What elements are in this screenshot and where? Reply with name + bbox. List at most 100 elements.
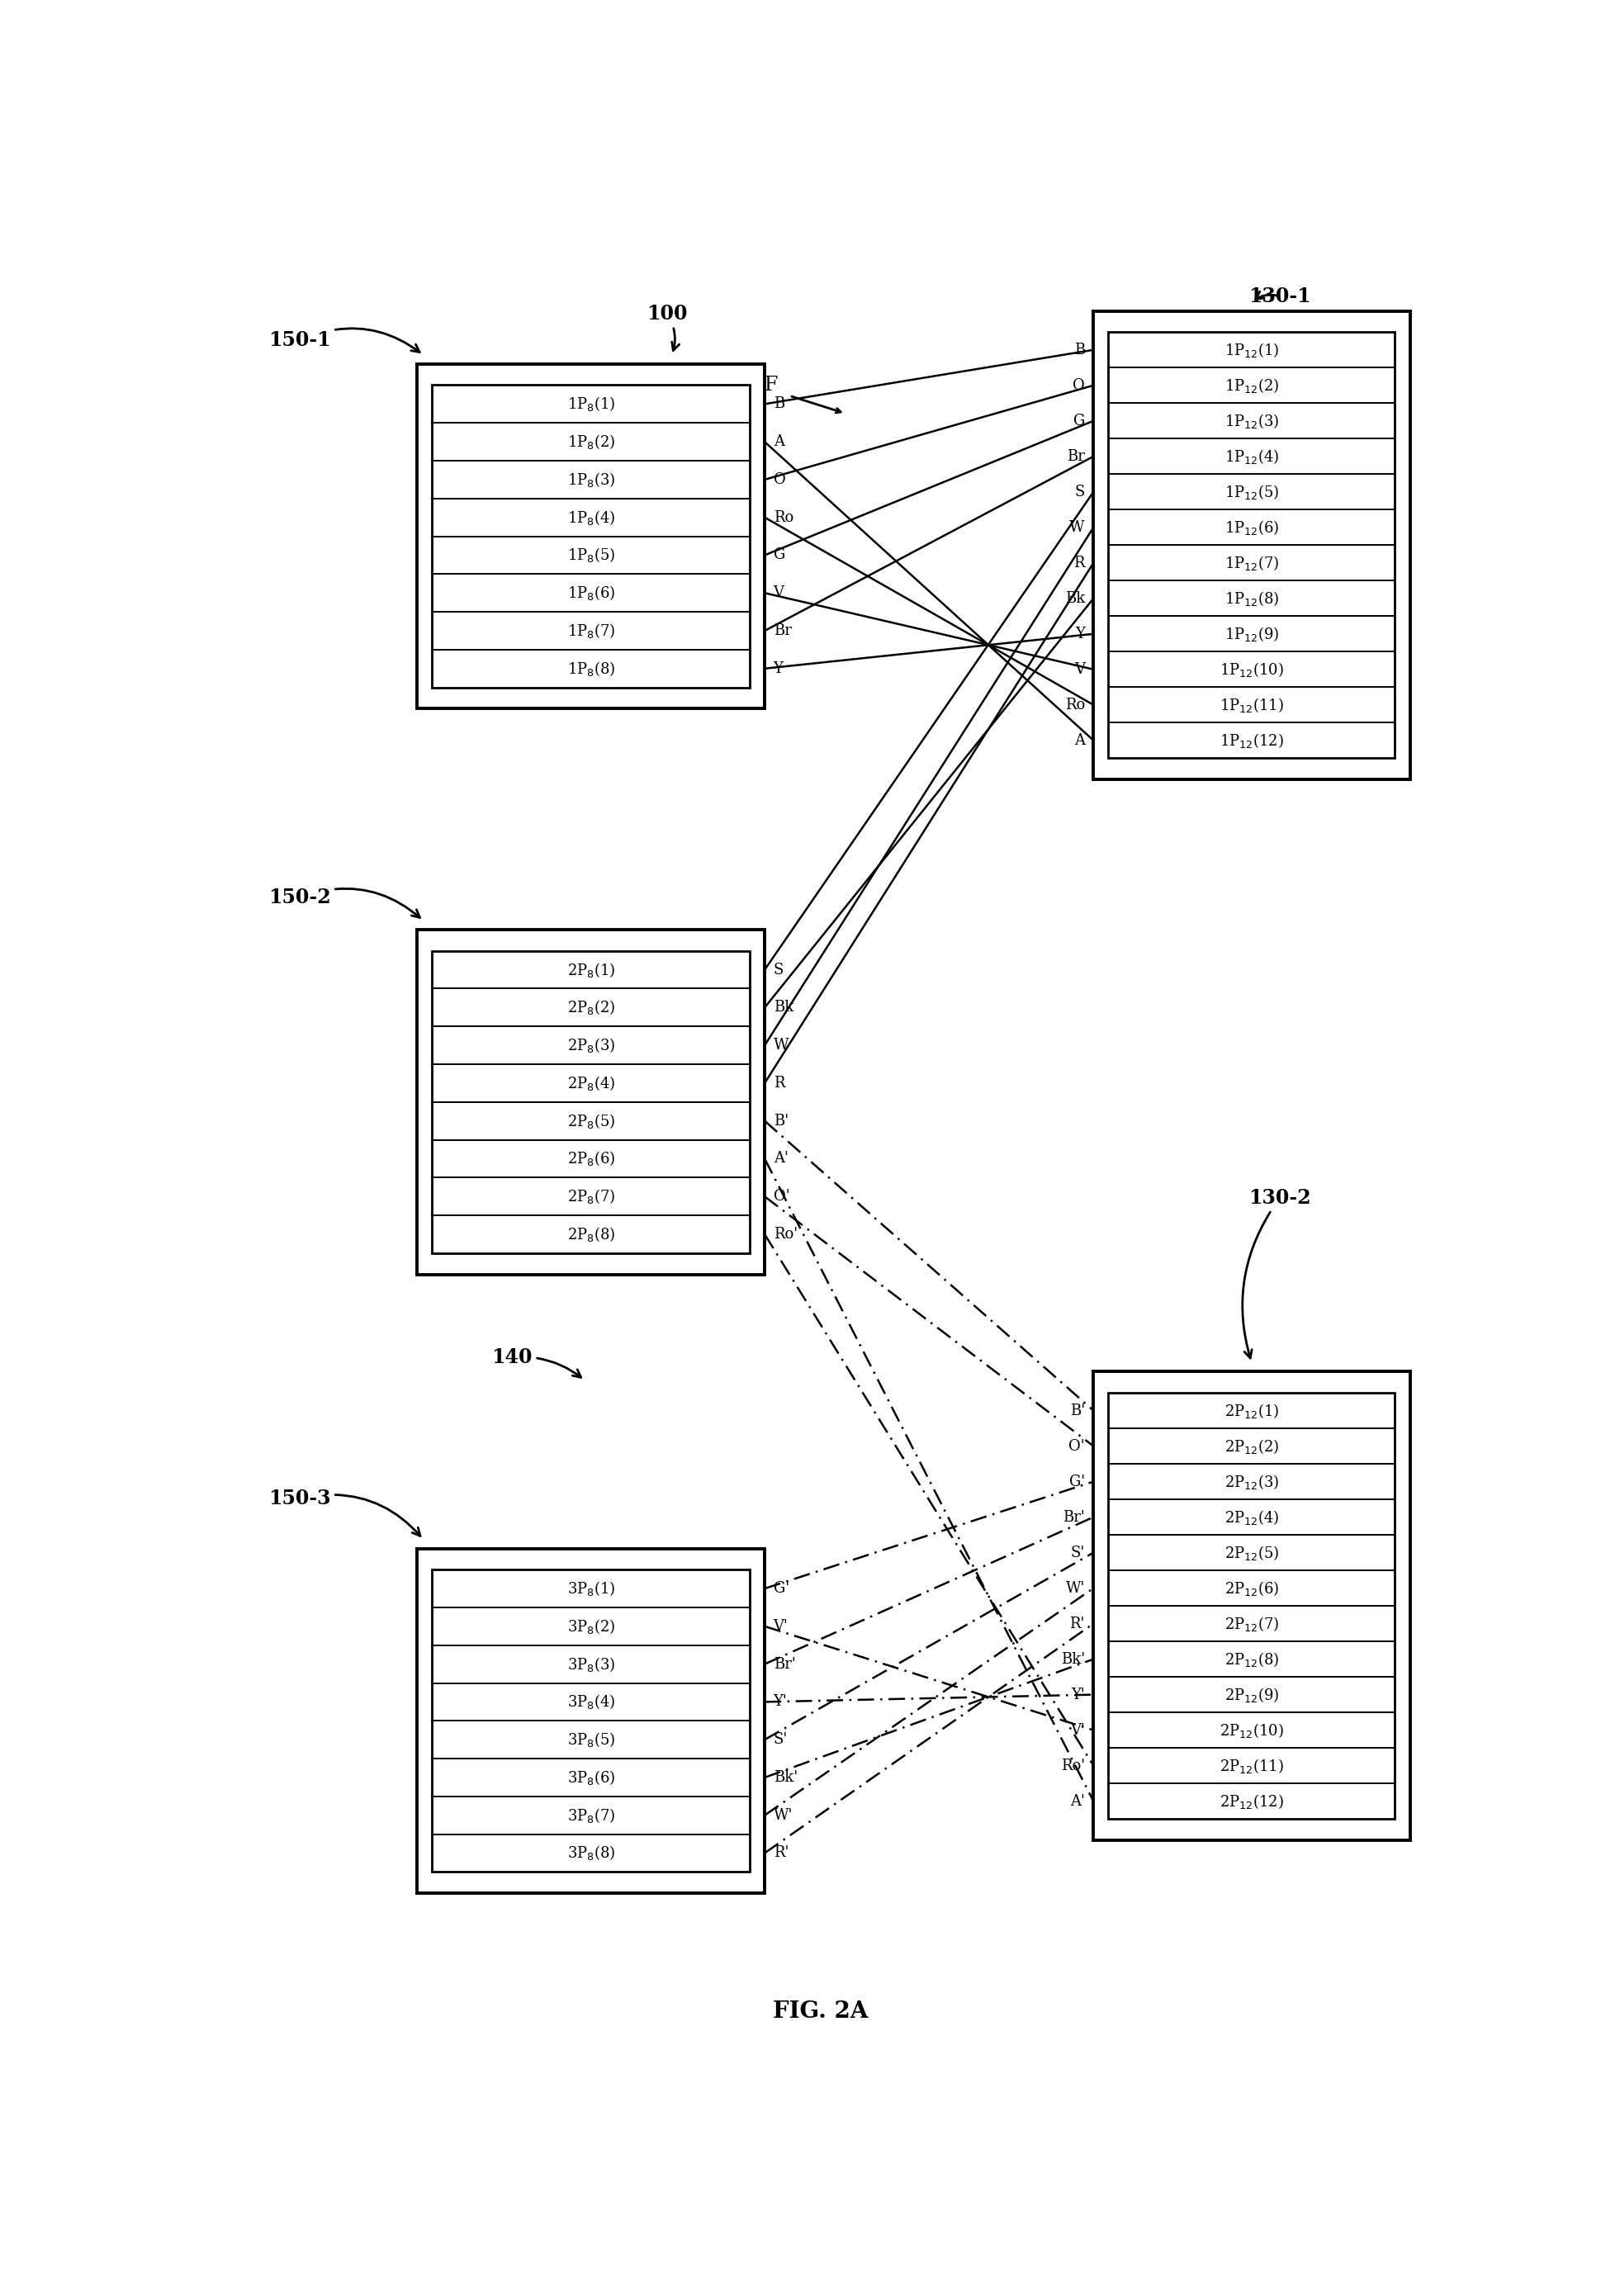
Text: 130-1: 130-1 [1249, 287, 1311, 305]
Text: Br': Br' [773, 1658, 796, 1671]
Bar [1108, 1394, 1394, 1818]
Text: 2P$_{12}$(12): 2P$_{12}$(12) [1220, 1793, 1284, 1809]
Text: A: A [773, 434, 784, 450]
Text: 1P$_8$(5): 1P$_8$(5) [567, 546, 615, 565]
Text: 1P$_{12}$(10): 1P$_{12}$(10) [1220, 661, 1284, 680]
Text: 1P$_8$(7): 1P$_8$(7) [567, 622, 615, 641]
Text: 150-1: 150-1 [269, 328, 419, 351]
Text: Bk: Bk [1065, 590, 1085, 606]
Text: W': W' [1066, 1580, 1085, 1596]
Text: Bk': Bk' [773, 1770, 797, 1784]
Text: V: V [1074, 661, 1085, 677]
Text: G': G' [1069, 1474, 1085, 1490]
Text: Ro': Ro' [773, 1226, 797, 1242]
Text: 1P$_{12}$(9): 1P$_{12}$(9) [1225, 625, 1279, 643]
Text: B': B' [773, 1114, 788, 1127]
Text: W': W' [773, 1807, 792, 1823]
Text: Y: Y [1074, 627, 1085, 641]
Text: 1P$_{12}$(12): 1P$_{12}$(12) [1220, 732, 1284, 748]
Text: O': O' [773, 1189, 789, 1203]
Text: G: G [1073, 413, 1085, 429]
Text: V: V [773, 585, 784, 599]
Text: Br': Br' [1063, 1511, 1085, 1525]
Text: Bk': Bk' [1061, 1651, 1085, 1667]
Text: 1P$_8$(1): 1P$_8$(1) [567, 395, 615, 413]
Text: Y': Y' [773, 1694, 788, 1708]
Text: Ro: Ro [773, 510, 794, 526]
Text: 2P$_8$(7): 2P$_8$(7) [567, 1187, 615, 1205]
Text: 3P$_8$(1): 3P$_8$(1) [567, 1580, 615, 1598]
Text: Y': Y' [1071, 1688, 1085, 1701]
Text: 3P$_8$(5): 3P$_8$(5) [567, 1731, 615, 1750]
Text: 2P$_{12}$(6): 2P$_{12}$(6) [1225, 1580, 1279, 1598]
Text: 150-2: 150-2 [269, 889, 419, 918]
Text: R': R' [773, 1846, 789, 1860]
Text: W: W [773, 1038, 789, 1054]
Text: 1P$_8$(6): 1P$_8$(6) [567, 583, 615, 602]
Text: 1P$_{12}$(4): 1P$_{12}$(4) [1225, 448, 1279, 466]
Text: 140: 140 [492, 1348, 581, 1378]
Text: G': G' [773, 1582, 789, 1596]
Bar [418, 365, 765, 709]
Bar [432, 386, 749, 687]
Text: 2P$_{12}$(4): 2P$_{12}$(4) [1225, 1508, 1279, 1527]
Text: 1P$_8$(4): 1P$_8$(4) [567, 507, 615, 526]
Text: O': O' [1068, 1440, 1085, 1453]
Text: Br: Br [773, 622, 791, 638]
Text: 1P$_{12}$(8): 1P$_{12}$(8) [1225, 590, 1279, 608]
Text: 1P$_{12}$(5): 1P$_{12}$(5) [1225, 482, 1279, 501]
Text: 1P$_{12}$(3): 1P$_{12}$(3) [1225, 411, 1279, 429]
Text: A: A [1074, 732, 1085, 748]
Text: B: B [773, 397, 784, 411]
Text: B: B [1074, 342, 1085, 358]
Text: 130-2: 130-2 [1242, 1187, 1311, 1359]
Text: S': S' [773, 1731, 788, 1747]
Text: Y: Y [773, 661, 783, 675]
Bar [1093, 310, 1410, 778]
Text: 100: 100 [647, 303, 688, 351]
Text: Ro': Ro' [1061, 1759, 1085, 1773]
Text: 3P$_8$(8): 3P$_8$(8) [567, 1844, 615, 1862]
Text: R: R [1074, 556, 1085, 569]
Bar [1108, 333, 1394, 758]
Text: S: S [773, 962, 783, 978]
Text: 1P$_8$(8): 1P$_8$(8) [567, 659, 615, 677]
Text: A': A' [773, 1150, 788, 1166]
Bar [418, 1548, 765, 1894]
Text: G: G [773, 549, 784, 563]
Text: 150-3: 150-3 [269, 1488, 419, 1536]
Bar [1093, 1371, 1410, 1839]
Text: S: S [1074, 484, 1085, 498]
Text: 3P$_8$(2): 3P$_8$(2) [567, 1616, 615, 1635]
Text: 2P$_{12}$(3): 2P$_{12}$(3) [1225, 1472, 1279, 1490]
Text: 2P$_{12}$(1): 2P$_{12}$(1) [1225, 1401, 1279, 1419]
Text: 2P$_8$(6): 2P$_8$(6) [567, 1150, 615, 1169]
Text: 2P$_8$(3): 2P$_8$(3) [567, 1035, 615, 1054]
Text: 2P$_8$(1): 2P$_8$(1) [567, 960, 615, 978]
Text: 2P$_8$(5): 2P$_8$(5) [567, 1111, 615, 1130]
Text: 2P$_{12}$(7): 2P$_{12}$(7) [1225, 1614, 1279, 1632]
Text: 2P$_{12}$(2): 2P$_{12}$(2) [1225, 1437, 1279, 1456]
Text: 1P$_{12}$(2): 1P$_{12}$(2) [1225, 377, 1279, 395]
Text: 2P$_{12}$(11): 2P$_{12}$(11) [1220, 1756, 1284, 1775]
Bar [418, 930, 765, 1274]
Text: 2P$_8$(8): 2P$_8$(8) [567, 1226, 615, 1244]
Text: R': R' [1069, 1616, 1085, 1630]
Text: V': V' [1069, 1722, 1085, 1738]
Bar [432, 1570, 749, 1871]
Text: 1P$_{12}$(11): 1P$_{12}$(11) [1220, 696, 1284, 714]
Text: 1P$_{12}$(6): 1P$_{12}$(6) [1225, 519, 1279, 537]
Text: O: O [1073, 379, 1085, 393]
Text: 2P$_{12}$(8): 2P$_{12}$(8) [1225, 1651, 1279, 1669]
Text: 1P$_8$(2): 1P$_8$(2) [567, 432, 615, 450]
Text: FIG. 2A: FIG. 2A [773, 2000, 868, 2023]
Text: 3P$_8$(6): 3P$_8$(6) [567, 1768, 615, 1786]
Text: 2P$_8$(2): 2P$_8$(2) [567, 999, 615, 1017]
Text: O: O [773, 473, 786, 487]
Text: Bk: Bk [773, 1001, 794, 1015]
Text: 3P$_8$(7): 3P$_8$(7) [567, 1807, 615, 1825]
Text: F: F [765, 377, 778, 395]
Text: 1P$_{12}$(1): 1P$_{12}$(1) [1225, 340, 1279, 358]
Text: 2P$_{12}$(10): 2P$_{12}$(10) [1220, 1722, 1284, 1740]
Bar [432, 951, 749, 1254]
